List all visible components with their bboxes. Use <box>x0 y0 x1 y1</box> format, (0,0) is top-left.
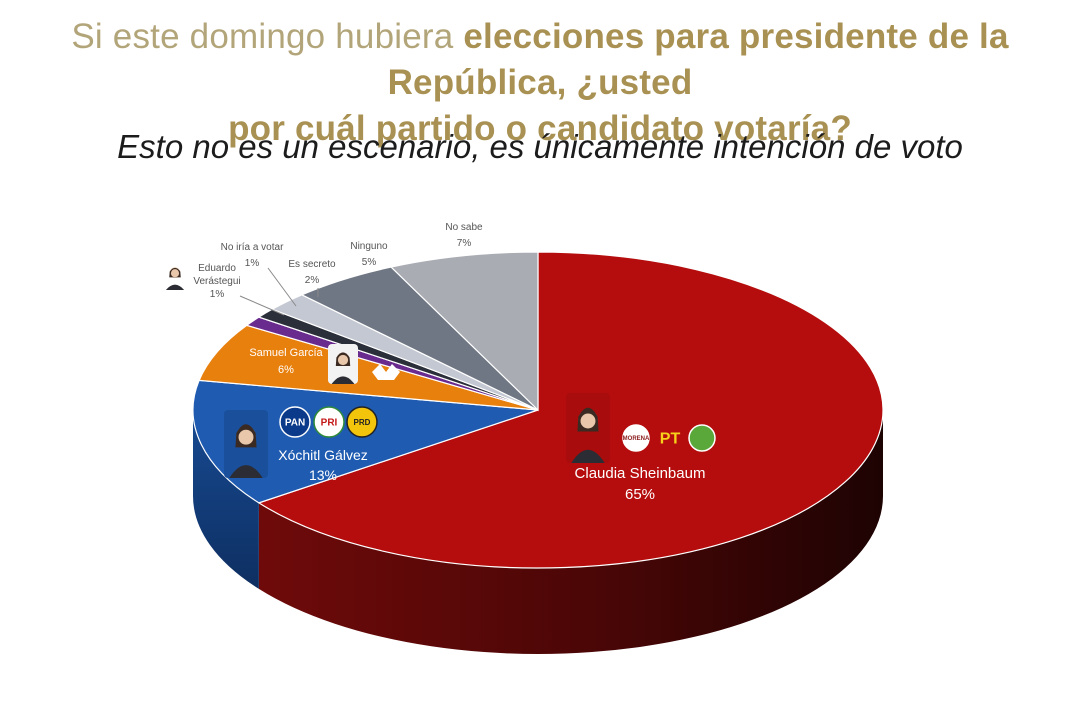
pt-logo-icon: PT <box>660 431 681 448</box>
label-claudia-sheinbaum: Claudia Sheinbaum <box>575 465 706 482</box>
svg-text:PT: PT <box>660 431 681 448</box>
leader-line-no-iria <box>267 267 297 307</box>
svg-text:MORENA: MORENA <box>623 436 650 442</box>
svg-text:PRI: PRI <box>321 418 338 429</box>
label-no-sabe: No sabe <box>445 222 483 233</box>
title-line-2: por cuál partido o candidato votaría? <box>228 109 852 148</box>
svg-text:PAN: PAN <box>285 418 305 429</box>
side-wall-claudia-sheinbaum <box>258 410 883 654</box>
label-eduardo-verastegui-line-2: Verástegui <box>193 276 240 287</box>
mc-logo-icon <box>372 364 400 380</box>
value-no-sabe: 7% <box>457 238 472 249</box>
pie-icons: MORENA PT PAN PRI PRD <box>163 262 716 478</box>
slice-no-sabe <box>389 251 539 412</box>
prd-logo-icon: PRD <box>346 406 378 438</box>
xochitl-photo-icon <box>224 410 268 478</box>
pie-chart: Claudia Sheinbaum 65% Xóchitl Gálvez 13% Sam… <box>163 222 884 654</box>
slice-xochitl-galvez <box>192 379 539 504</box>
value-ninguno: 5% <box>362 257 377 268</box>
verastegui-photo-icon <box>163 262 187 290</box>
value-es-secreto: 2% <box>305 275 320 286</box>
pie-labels: Claudia Sheinbaum 65% Xóchitl Gálvez 13% Sam… <box>193 222 705 503</box>
samuel-photo-icon <box>328 344 358 384</box>
pie-side-walls <box>193 410 883 654</box>
value-samuel-garcia: 6% <box>278 364 294 376</box>
chart-subtitle: Esto no es un escenario, es únicamente i… <box>117 128 963 165</box>
label-xochitl-galvez: Xóchitl Gálvez <box>278 447 367 463</box>
pan-logo-icon: PAN <box>279 406 311 438</box>
label-no-iria-a-votar: No iría a votar <box>221 242 284 253</box>
chart-title: Si este domingo hubiera elecciones para … <box>0 14 1080 152</box>
pvem-logo-icon <box>688 424 716 452</box>
label-es-secreto: Es secreto <box>288 259 336 270</box>
slice-samuel-garcia <box>198 324 539 411</box>
title-line-1: Si este domingo hubiera elecciones para … <box>0 14 1080 106</box>
value-eduardo-verastegui: 1% <box>210 289 225 300</box>
label-ninguno: Ninguno <box>350 241 388 252</box>
title-prefix: Si este domingo hubiera <box>71 17 464 56</box>
label-eduardo-verastegui-line-1: Eduardo <box>198 263 236 274</box>
morena-logo-icon: MORENA <box>622 424 650 452</box>
side-wall-xochitl-galvez <box>193 410 259 589</box>
value-claudia-sheinbaum: 65% <box>625 486 655 503</box>
value-xochitl-galvez: 13% <box>309 467 337 483</box>
value-no-iria-a-votar: 1% <box>245 258 260 269</box>
leader-line-verastegui <box>239 295 285 316</box>
pri-logo-icon: PRI <box>313 406 345 438</box>
svg-text:PRD: PRD <box>354 418 371 427</box>
label-samuel-garcia: Samuel García <box>249 347 323 359</box>
title-highlight-1: elecciones para presidente de la Repúbli… <box>387 17 1009 102</box>
claudia-photo-icon <box>566 393 610 463</box>
